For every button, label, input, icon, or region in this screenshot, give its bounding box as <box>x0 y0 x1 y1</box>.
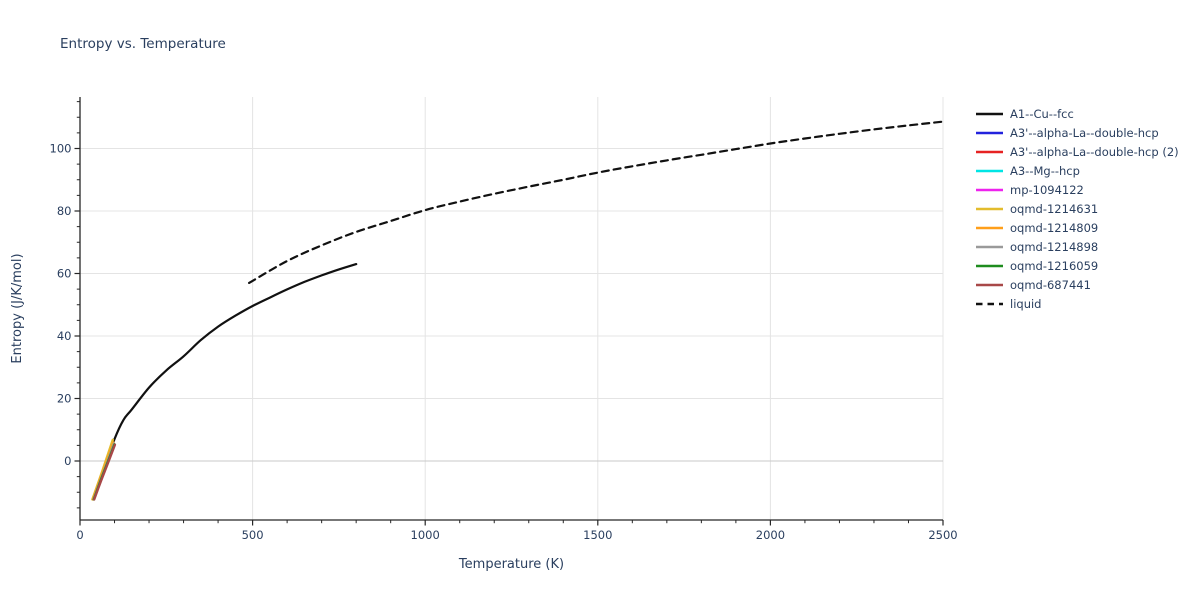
x-tick-label: 2500 <box>928 528 957 542</box>
legend-item: liquid <box>976 297 1041 311</box>
legend-item: A1--Cu--fcc <box>976 107 1074 121</box>
series-line-oqmd-687441 <box>93 443 117 501</box>
legend-item: oqmd-1214898 <box>976 240 1098 254</box>
series-lines <box>91 120 945 501</box>
legend-label: mp-1094122 <box>1010 183 1084 197</box>
legend-item: mp-1094122 <box>976 183 1084 197</box>
legend-label: A1--Cu--fcc <box>1010 107 1074 121</box>
legend-label: oqmd-1214631 <box>1010 202 1098 216</box>
y-tick-label: 100 <box>50 142 72 156</box>
legend-label: A3'--alpha-La--double-hcp <box>1010 126 1159 140</box>
legend-label: oqmd-1216059 <box>1010 259 1098 273</box>
legend-item: oqmd-1214809 <box>976 221 1098 235</box>
legend-label: A3--Mg--hcp <box>1010 164 1080 178</box>
y-tick-label: 20 <box>57 392 72 406</box>
legend: A1--Cu--fcc A3'--alpha-La--double-hcp A3'-… <box>976 107 1179 311</box>
y-tick-label: 0 <box>64 454 71 468</box>
legend-item: A3'--alpha-La--double-hcp <box>976 126 1159 140</box>
legend-item: A3--Mg--hcp <box>976 164 1080 178</box>
y-tick-label: 40 <box>57 329 72 343</box>
series-line-liquid <box>248 120 945 284</box>
x-tick-label: 1500 <box>583 528 612 542</box>
legend-label: A3'--alpha-La--double-hcp (2) <box>1010 145 1179 159</box>
y-tick-label: 80 <box>57 204 72 218</box>
legend-item: oqmd-1214631 <box>976 202 1098 216</box>
chart-title: Entropy vs. Temperature <box>60 36 226 52</box>
y-tick-label: 60 <box>57 267 72 281</box>
y-axis-title: Entropy (J/K/mol) <box>10 253 25 363</box>
series-line-a1-cu-fcc <box>92 263 358 500</box>
legend-label: liquid <box>1010 297 1041 311</box>
x-tick-label: 1000 <box>411 528 440 542</box>
legend-item: A3'--alpha-La--double-hcp (2) <box>976 145 1179 159</box>
x-axis-title: Temperature (K) <box>458 557 564 572</box>
legend-label: oqmd-687441 <box>1010 278 1091 292</box>
axes <box>74 97 944 526</box>
legend-item: oqmd-687441 <box>976 278 1091 292</box>
gridlines <box>80 97 944 520</box>
x-tick-label: 500 <box>242 528 264 542</box>
x-tick-label: 2000 <box>756 528 785 542</box>
legend-item: oqmd-1216059 <box>976 259 1098 273</box>
x-tick-label: 0 <box>76 528 83 542</box>
legend-label: oqmd-1214898 <box>1010 240 1098 254</box>
legend-label: oqmd-1214809 <box>1010 221 1098 235</box>
